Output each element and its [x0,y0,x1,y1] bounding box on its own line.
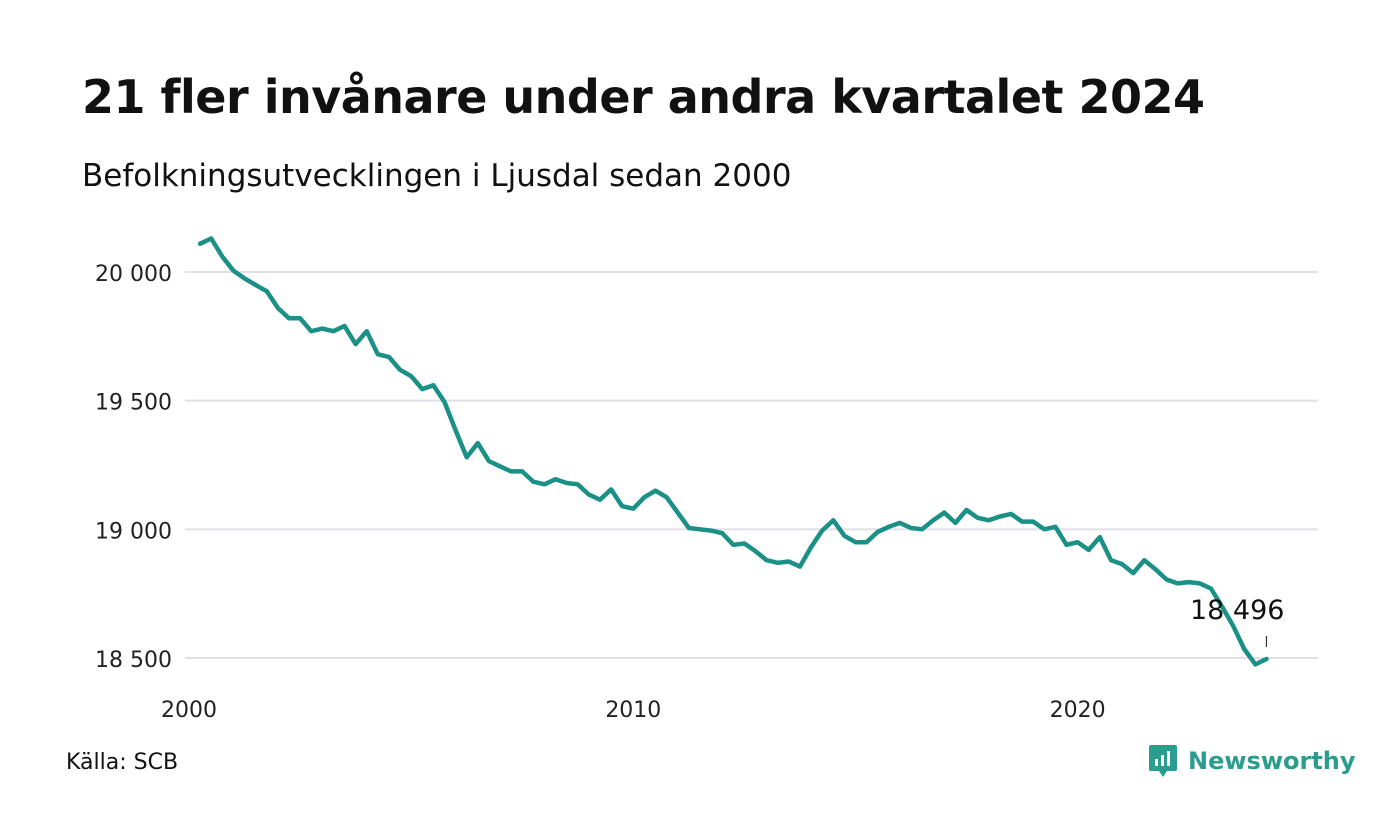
x-tick-label: 2000 [161,698,217,723]
newsworthy-logo-icon [1149,745,1177,777]
y-tick-label: 19 500 [95,391,172,416]
grid-layer [185,271,1318,659]
chart-subtitle: Befolkningsutvecklingen i Ljusdal sedan … [82,158,792,194]
brand-name: Newsworthy [1188,747,1356,775]
source-note: Källa: SCB [66,750,179,775]
annotation-layer: 18 496 [1190,595,1284,648]
brand-logo[interactable]: Newsworthy [1148,744,1356,778]
line-layer [197,236,1269,667]
series-line [197,236,1269,667]
y-tick-label: 18 500 [95,648,172,673]
x-tick-label: 2010 [605,698,661,723]
axis-layer: 20 000 19 500 19 000 18 500 2000 2010 2020 [95,262,1106,723]
chart-title: 21 fler invånare under andra kvartalet 2… [82,70,1205,124]
y-tick-label: 20 000 [95,262,172,287]
y-tick-label: 19 000 [95,519,172,544]
x-tick-label: 2020 [1050,698,1106,723]
annotation-label: 18 496 [1190,595,1284,626]
